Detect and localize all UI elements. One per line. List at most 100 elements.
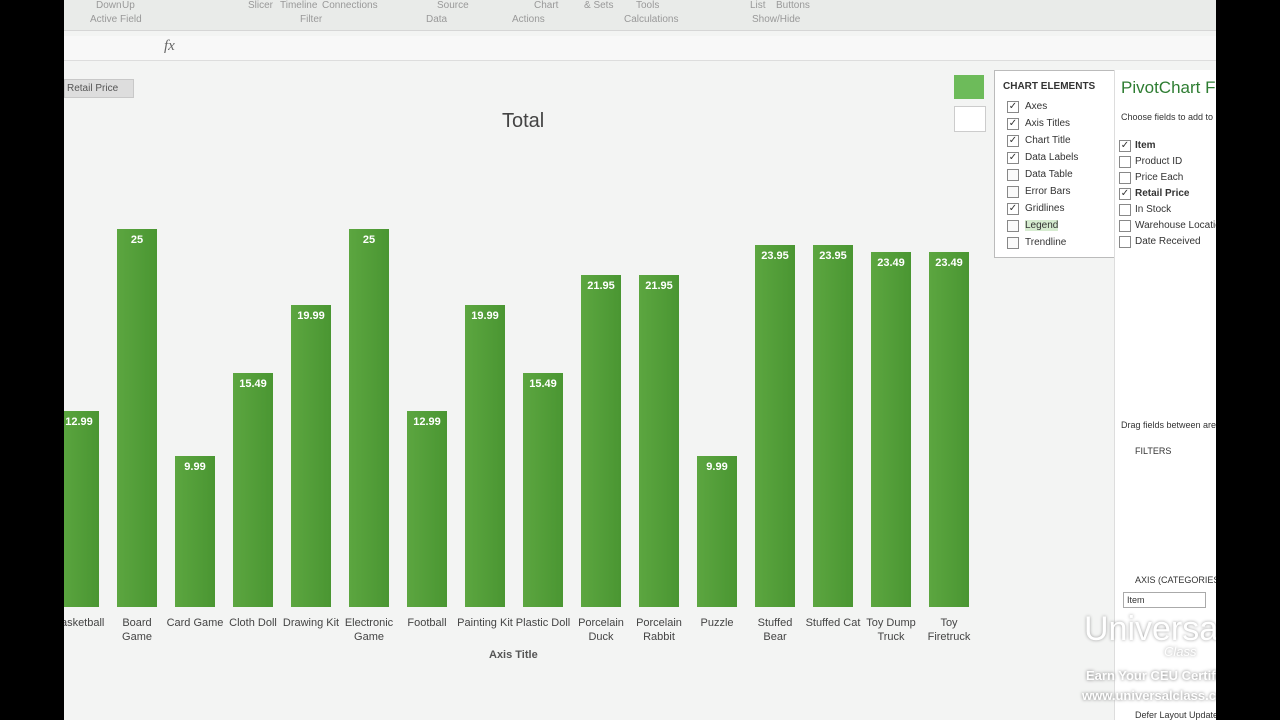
data-label: 21.95	[645, 280, 673, 293]
drag-hint: Drag fields between areas below:	[1121, 420, 1216, 430]
data-label: 15.49	[239, 377, 267, 390]
x-tick-label: Football	[407, 617, 447, 629]
element-option[interactable]: Error Bars	[1025, 186, 1071, 197]
field-option[interactable]: Date Received	[1135, 236, 1201, 247]
x-tick-label: Toy Firetruck	[927, 617, 971, 643]
bar	[813, 244, 853, 607]
chart-styles-button[interactable]	[954, 106, 986, 132]
element-option[interactable]: Trendline	[1025, 237, 1067, 248]
bar	[175, 455, 215, 607]
function-icon[interactable]: fx	[164, 38, 175, 54]
field-list-pane: PivotChart Fields Choose fields to add t…	[1114, 70, 1216, 720]
field-option[interactable]: Warehouse Location	[1135, 220, 1216, 231]
checkbox[interactable]: ✓	[1119, 140, 1131, 152]
data-label: 9.99	[184, 460, 206, 473]
watermark-url: www.universalclass.com	[1082, 688, 1216, 703]
checkbox[interactable]: ✓	[1007, 135, 1019, 147]
data-label: 12.99	[65, 415, 93, 428]
field-option[interactable]: Product ID	[1135, 156, 1183, 167]
element-option[interactable]: Legend	[1025, 220, 1059, 231]
element-option[interactable]: Chart Title	[1025, 135, 1071, 146]
ribbon-button[interactable]: & Sets	[584, 0, 614, 11]
checkbox[interactable]	[1119, 204, 1131, 216]
axis-area: AXIS (CATEGORIES)	[1135, 575, 1216, 585]
element-option[interactable]: Axes	[1025, 101, 1048, 112]
axis-item[interactable]: Item	[1123, 592, 1206, 608]
data-label: 15.49	[529, 377, 557, 390]
x-tick-label: Puzzle	[700, 617, 734, 629]
bar	[349, 229, 389, 607]
bar	[465, 304, 505, 607]
ribbon-button[interactable]: Chart	[534, 0, 559, 11]
element-option[interactable]: Axis Titles	[1025, 118, 1071, 129]
defer-update[interactable]: Defer Layout Update	[1135, 710, 1216, 720]
plot-area: 12.99 Basketball 25 Board Game 9.99 Card Game…	[64, 0, 984, 720]
checkbox[interactable]	[1119, 156, 1131, 168]
chart-title: Total	[502, 110, 545, 132]
ribbon-group-label: Actions	[512, 14, 545, 25]
checkbox[interactable]	[1007, 186, 1019, 198]
bar	[233, 372, 273, 607]
formula-bar	[64, 36, 1216, 61]
checkbox[interactable]: ✓	[1007, 152, 1019, 164]
checkbox[interactable]: ✓	[1119, 188, 1131, 200]
ribbon-button[interactable]: List	[750, 0, 766, 11]
element-option[interactable]: Data Table	[1025, 169, 1073, 180]
data-label: 21.95	[587, 280, 615, 293]
bar	[871, 251, 911, 607]
checkbox[interactable]	[1119, 236, 1131, 248]
data-label: 12.99	[413, 415, 441, 428]
bar	[291, 304, 331, 607]
x-tick-label: Porcelain Rabbit	[636, 617, 682, 643]
field-option[interactable]: Price Each	[1135, 172, 1184, 183]
data-label: 25	[130, 234, 144, 246]
x-tick-label: Toy Dump Truck	[866, 617, 916, 643]
field-option[interactable]: Item	[1135, 140, 1156, 151]
field-button[interactable]: Retail Price	[64, 79, 134, 98]
data-label: 23.49	[877, 256, 905, 269]
panel-title: CHART ELEMENTS	[1003, 81, 1096, 92]
ribbon-button[interactable]: Connections	[322, 0, 378, 11]
ribbon-button[interactable]: Up	[122, 0, 135, 11]
ribbon-button[interactable]: Tools	[636, 0, 660, 11]
pane-title: PivotChart Fields	[1121, 78, 1216, 97]
field-option[interactable]: Retail Price	[1135, 188, 1190, 199]
field-option[interactable]: In Stock	[1135, 204, 1172, 215]
checkbox[interactable]: ✓	[1007, 203, 1019, 215]
x-tick-label: Porcelain Duck	[578, 617, 624, 643]
ribbon-group-label: Active Field	[90, 14, 142, 25]
ribbon-button[interactable]: Source	[437, 0, 469, 11]
watermark-brand: Universal	[1084, 610, 1216, 648]
data-label: 23.95	[819, 249, 847, 262]
watermark-sub: Class	[1164, 644, 1197, 659]
ribbon-button[interactable]: Buttons	[776, 0, 810, 11]
checkbox[interactable]	[1119, 220, 1131, 232]
element-option[interactable]: Gridlines	[1025, 203, 1065, 214]
bar	[117, 229, 157, 607]
bar	[407, 410, 447, 607]
x-tick-label: Painting Kit	[457, 617, 513, 629]
x-tick-label: Basketball	[64, 617, 105, 629]
bar	[697, 455, 737, 607]
bar	[639, 275, 679, 607]
data-label: 23.49	[935, 256, 963, 269]
ribbon-button[interactable]: Slicer	[248, 0, 274, 11]
ribbon-group-label: Calculations	[624, 14, 679, 25]
pane-subtitle: Choose fields to add to report:	[1121, 112, 1216, 122]
checkbox[interactable]	[1007, 169, 1019, 181]
ribbon-button[interactable]: Down	[96, 0, 122, 11]
bar	[64, 410, 99, 607]
checkbox[interactable]: ✓	[1007, 101, 1019, 113]
chart-elements-button[interactable]	[954, 75, 984, 99]
checkbox[interactable]: ✓	[1007, 118, 1019, 130]
watermark-tagline: Earn Your CEU Certificate	[1086, 668, 1216, 683]
checkbox[interactable]	[1119, 172, 1131, 184]
ribbon-group-label: Data	[426, 14, 448, 25]
axis-title: Axis Title	[489, 649, 538, 661]
checkbox[interactable]	[1007, 237, 1019, 249]
checkbox[interactable]	[1007, 220, 1019, 232]
element-option[interactable]: Data Labels	[1025, 152, 1079, 163]
excel-window: fx Retail Price Total Axis Title 12.99 Ba…	[64, 0, 1216, 720]
ribbon-button[interactable]: Timeline	[280, 0, 318, 11]
